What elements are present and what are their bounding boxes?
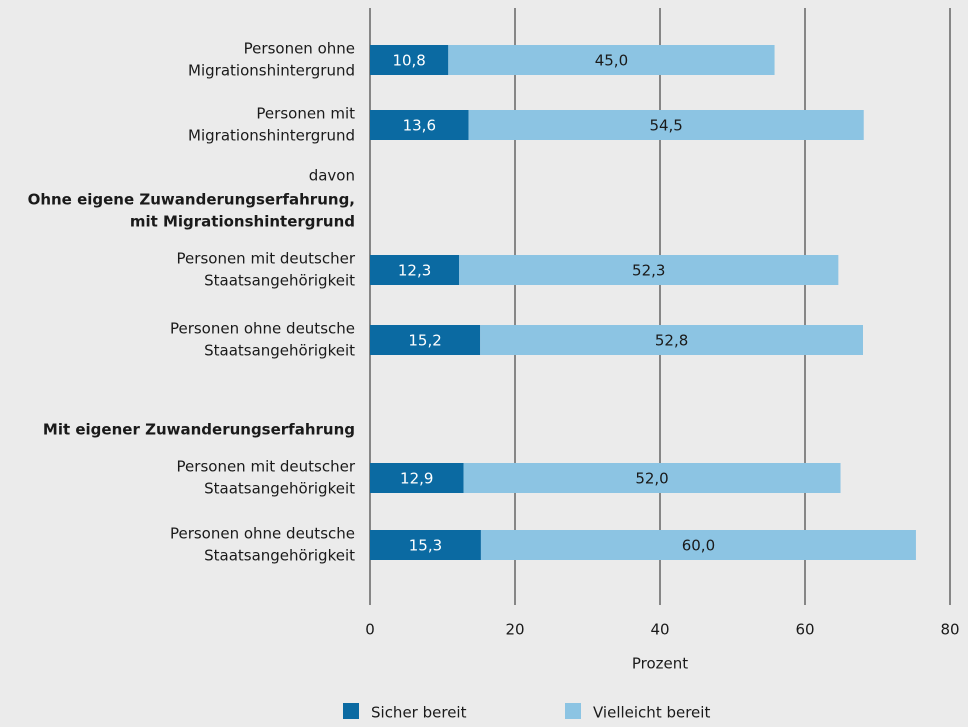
bar-segment (480, 325, 863, 355)
legend-label: Sicher bereit (371, 704, 467, 722)
value-label: 15,2 (408, 332, 441, 350)
value-label: 12,9 (400, 470, 433, 488)
value-label: 52,0 (635, 470, 668, 488)
bar-segment (459, 255, 839, 285)
value-label: 52,3 (632, 262, 665, 280)
bar-segment (370, 110, 469, 140)
category-label: Personen mit deutscher (177, 250, 356, 268)
bar-segment (468, 110, 864, 140)
bar-segment (370, 530, 481, 560)
value-label: 45,0 (595, 52, 628, 70)
x-tick-label: 0 (365, 621, 375, 639)
x-tick-label: 80 (940, 621, 959, 639)
value-label: 52,8 (655, 332, 688, 350)
category-label: Personen mit deutscher (177, 458, 356, 476)
category-label: Ohne eigene Zuwanderungserfahrung, (28, 191, 355, 209)
category-label: Personen ohne deutsche (170, 525, 355, 543)
category-label: Staatsangehörigkeit (204, 342, 355, 360)
legend-swatch (343, 703, 359, 719)
bar-segment (463, 463, 841, 493)
category-label: davon (309, 167, 355, 185)
category-label: Mit eigener Zuwanderungserfahrung (43, 421, 355, 439)
bar-segment (370, 463, 464, 493)
category-label: Personen ohne (244, 40, 355, 58)
x-tick-label: 20 (505, 621, 524, 639)
category-label: mit Migrationshintergrund (130, 213, 355, 231)
value-label: 10,8 (392, 52, 425, 70)
bar-segment (370, 45, 449, 75)
x-tick-label: 40 (650, 621, 669, 639)
bar-segment (370, 255, 460, 285)
value-label: 15,3 (409, 537, 442, 555)
category-label: Personen mit (256, 105, 355, 123)
legend-swatch (565, 703, 581, 719)
x-axis-label: Prozent (632, 655, 688, 673)
category-label: Staatsangehörigkeit (204, 547, 355, 565)
category-label: Personen ohne deutsche (170, 320, 355, 338)
category-label: Migrationshintergrund (188, 62, 355, 80)
category-label: Migrationshintergrund (188, 127, 355, 145)
bar-segment (448, 45, 775, 75)
value-label: 54,5 (649, 117, 682, 135)
legend-label: Vielleicht bereit (593, 704, 710, 722)
bar-segment (480, 530, 916, 560)
value-label: 12,3 (398, 262, 431, 280)
category-label: Staatsangehörigkeit (204, 272, 355, 290)
value-label: 13,6 (403, 117, 436, 135)
bar-segment (370, 325, 481, 355)
category-label: Staatsangehörigkeit (204, 480, 355, 498)
x-tick-label: 60 (795, 621, 814, 639)
value-label: 60,0 (682, 537, 715, 555)
